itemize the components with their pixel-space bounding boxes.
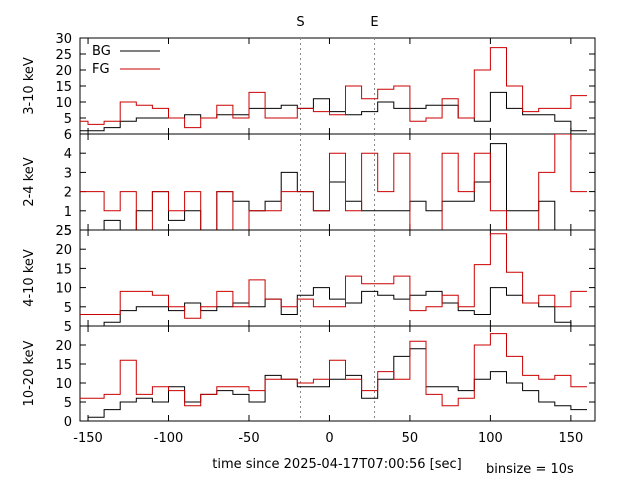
panel-2: 5 1 2 3 4 2-4 keV [22, 133, 596, 239]
y-axis-label: 10-20 keV [22, 340, 37, 406]
y-tick-label: 20 [55, 64, 72, 79]
panel-4: 0 5 10 15 20 10-20 keV [22, 325, 596, 430]
series-FG-line [80, 47, 587, 129]
series-FG-line [80, 134, 587, 230]
y-tick-label: 20 [55, 243, 72, 258]
y-tick-label: 10 [55, 96, 72, 111]
y-tick-label: 6 [64, 128, 72, 143]
y-tick-label: 4 [64, 147, 72, 162]
series-BG-line [80, 287, 587, 326]
legend-label-FG: FG [92, 62, 110, 77]
y-tick-label: 25 [55, 48, 72, 63]
y-axis-label: 3-10 keV [22, 57, 37, 115]
y-tick-label: 5 [64, 301, 72, 316]
marker-label-E: E [370, 15, 378, 30]
x-tick-label: 150 [558, 431, 583, 446]
y-tick-label: 5 [64, 224, 72, 239]
y-tick-label: 2 [64, 186, 72, 201]
y-tick-label: 25 [55, 224, 72, 239]
y-tick-label: 15 [55, 262, 72, 277]
y-tick-label: 10 [55, 282, 72, 297]
series-BG-line [80, 348, 587, 421]
y-tick-label: 20 [55, 339, 72, 354]
series-FG-line [80, 233, 587, 319]
y-tick-label: 15 [55, 80, 72, 95]
x-tick-label: -50 [238, 431, 259, 446]
x-tick-label: 100 [478, 431, 503, 446]
y-tick-label: 10 [55, 377, 72, 392]
x-axis-label: time since 2025-04-17T07:00:56 [sec] [212, 457, 461, 472]
x-tick-label: 50 [402, 431, 419, 446]
binsize-label: binsize = 10s [486, 462, 574, 477]
x-tick-label: -150 [73, 431, 103, 446]
legend-label-BG: BG [92, 44, 111, 59]
x-tick-label: -100 [154, 431, 184, 446]
y-tick-label: 15 [55, 358, 72, 373]
y-tick-label: 5 [64, 320, 72, 335]
y-tick-label: 1 [64, 205, 72, 220]
x-tick-label: 0 [325, 431, 333, 446]
y-axis-label: 2-4 keV [22, 157, 37, 206]
panel-frame [79, 325, 596, 422]
y-tick-label: 5 [64, 112, 72, 127]
y-tick-label: 3 [64, 166, 72, 181]
marker-label-S: S [296, 15, 304, 30]
y-tick-label: 5 [64, 396, 72, 411]
panel-3: 5 5 10 15 20 25 4-10 keV [22, 224, 596, 335]
y-axis-label: 4-10 keV [22, 249, 37, 307]
y-tick-label: 30 [55, 32, 72, 47]
y-tick-label: 0 [64, 415, 72, 430]
series-FG-line [80, 333, 587, 407]
panel-frame [79, 229, 596, 327]
